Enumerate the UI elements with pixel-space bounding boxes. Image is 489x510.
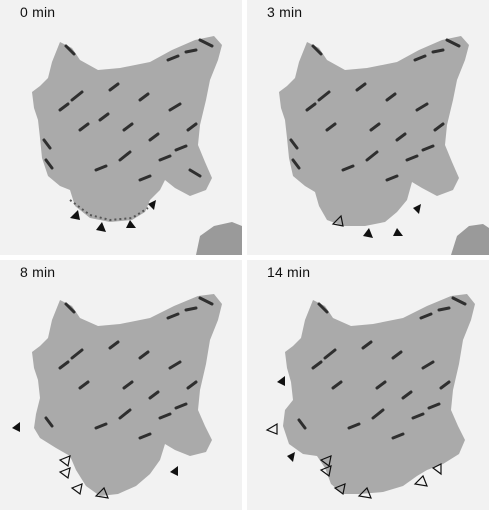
cell-micrograph xyxy=(279,36,489,255)
panel-14-min: 14 min xyxy=(247,260,489,510)
cell-micrograph xyxy=(12,294,222,499)
time-label: 0 min xyxy=(20,4,56,20)
time-label: 3 min xyxy=(267,4,303,20)
panel-0-min: 0 min xyxy=(0,0,242,255)
panel-8-min: 8 min xyxy=(0,260,242,510)
panel-3-min: 3 min xyxy=(247,0,489,255)
time-label: 8 min xyxy=(20,264,56,280)
time-label: 14 min xyxy=(267,264,311,280)
cell-micrograph xyxy=(265,294,475,499)
cell-micrograph xyxy=(32,36,242,255)
